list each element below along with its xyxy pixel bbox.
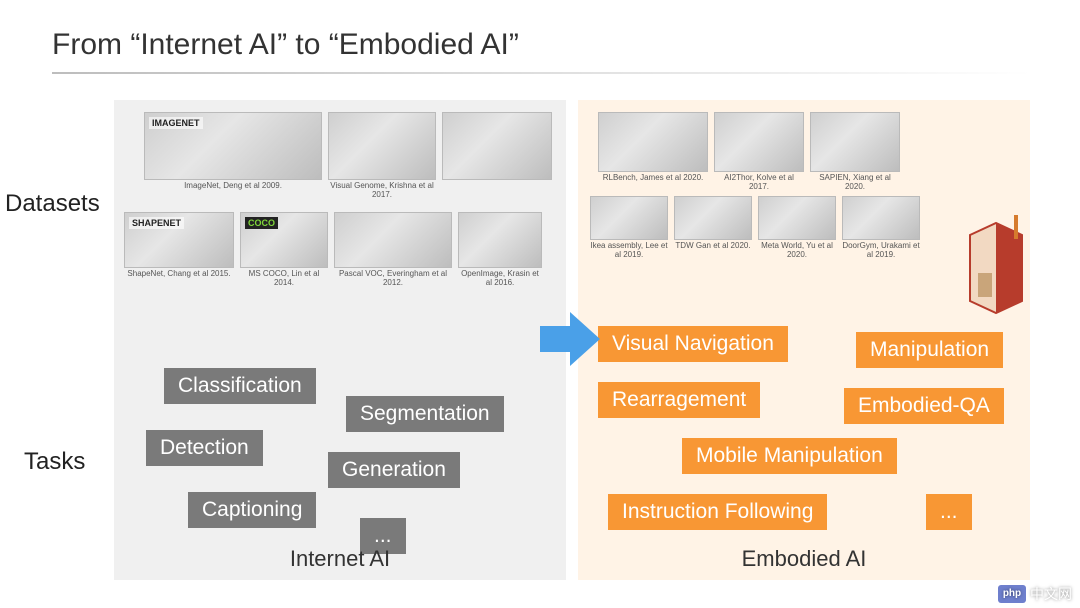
row-label-datasets: Datasets <box>5 190 100 218</box>
watermark-logo: php <box>998 585 1026 603</box>
internet-dataset-caption: ShapeNet, Chang et al 2015. <box>127 270 230 279</box>
embodied-dataset-caption: Meta World, Yu et al 2020. <box>758 242 836 260</box>
watermark-text: 中文网 <box>1030 584 1072 604</box>
right-datasets-row-2: Ikea assembly, Lee et al 2019. TDW Gan et… <box>590 196 920 260</box>
internet-dataset-caption: Visual Genome, Krishna et al 2017. <box>328 182 436 200</box>
panel-caption-left: Internet AI <box>114 546 566 572</box>
dataset-logo-overlay: SHAPENET <box>129 217 184 229</box>
internet-dataset-thumb <box>442 112 552 200</box>
internet-dataset-thumb: SHAPENET ShapeNet, Chang et al 2015. <box>124 212 234 288</box>
embodied-dataset-thumb: DoorGym, Urakami et al 2019. <box>842 196 920 260</box>
embodied-dataset-thumb: Ikea assembly, Lee et al 2019. <box>590 196 668 260</box>
task-tag-internet: Generation <box>328 452 460 488</box>
task-tag-embodied: Visual Navigation <box>598 326 788 362</box>
dataset-logo-overlay: COCO <box>245 217 278 229</box>
embodied-dataset-thumb: TDW Gan et al 2020. <box>674 196 752 260</box>
left-datasets-row-1: IMAGENET ImageNet, Deng et al 2009. Visual… <box>144 112 552 200</box>
dataset-logo-overlay: IMAGENET <box>149 117 203 129</box>
task-tag-embodied: Instruction Following <box>608 494 827 530</box>
internet-dataset-thumb: Pascal VOC, Everingham et al 2012. <box>334 212 452 288</box>
title-underline <box>52 72 1032 74</box>
left-datasets-row-2: SHAPENET ShapeNet, Chang et al 2015. COCO M… <box>124 212 542 288</box>
internet-dataset-caption: Pascal VOC, Everingham et al 2012. <box>334 270 452 288</box>
task-tag-embodied: Rearragement <box>598 382 760 418</box>
task-tag-internet: Captioning <box>188 492 316 528</box>
task-tag-embodied: ... <box>926 494 972 530</box>
internet-dataset-thumb: OpenImage, Krasin et al 2016. <box>458 212 542 288</box>
internet-dataset-caption: OpenImage, Krasin et al 2016. <box>458 270 542 288</box>
panel-internet-ai: IMAGENET ImageNet, Deng et al 2009. Visual… <box>114 100 566 580</box>
room-render-icon <box>966 205 1026 315</box>
task-tag-internet: Segmentation <box>346 396 504 432</box>
internet-dataset-caption: ImageNet, Deng et al 2009. <box>184 182 282 191</box>
internet-dataset-thumb: IMAGENET ImageNet, Deng et al 2009. <box>144 112 322 200</box>
panel-embodied-ai: RLBench, James et al 2020. AI2Thor, Kolve… <box>578 100 1030 580</box>
embodied-dataset-caption: SAPIEN, Xiang et al 2020. <box>810 174 900 192</box>
embodied-dataset-caption: DoorGym, Urakami et al 2019. <box>842 242 920 260</box>
task-tag-internet: Detection <box>146 430 263 466</box>
embodied-dataset-thumb: RLBench, James et al 2020. <box>598 112 708 192</box>
embodied-dataset-caption: TDW Gan et al 2020. <box>675 242 750 251</box>
embodied-dataset-thumb: SAPIEN, Xiang et al 2020. <box>810 112 900 192</box>
task-tag-internet: Classification <box>164 368 316 404</box>
embodied-dataset-thumb: AI2Thor, Kolve et al 2017. <box>714 112 804 192</box>
embodied-dataset-thumb: Meta World, Yu et al 2020. <box>758 196 836 260</box>
watermark: php 中文网 <box>998 584 1072 604</box>
right-datasets-row-1: RLBench, James et al 2020. AI2Thor, Kolve… <box>598 112 900 192</box>
slide-title: From “Internet AI” to “Embodied AI” <box>52 28 519 62</box>
embodied-dataset-caption: RLBench, James et al 2020. <box>603 174 704 183</box>
internet-dataset-caption: MS COCO, Lin et al 2014. <box>240 270 328 288</box>
panel-caption-right: Embodied AI <box>578 546 1030 572</box>
task-tag-embodied: Mobile Manipulation <box>682 438 897 474</box>
internet-dataset-thumb: COCO MS COCO, Lin et al 2014. <box>240 212 328 288</box>
embodied-dataset-caption: Ikea assembly, Lee et al 2019. <box>590 242 668 260</box>
row-label-tasks: Tasks <box>24 448 85 476</box>
internet-dataset-thumb: Visual Genome, Krishna et al 2017. <box>328 112 436 200</box>
embodied-dataset-caption: AI2Thor, Kolve et al 2017. <box>714 174 804 192</box>
task-tag-embodied: Manipulation <box>856 332 1003 368</box>
arrow-icon <box>540 312 600 366</box>
task-tag-embodied: Embodied-QA <box>844 388 1004 424</box>
